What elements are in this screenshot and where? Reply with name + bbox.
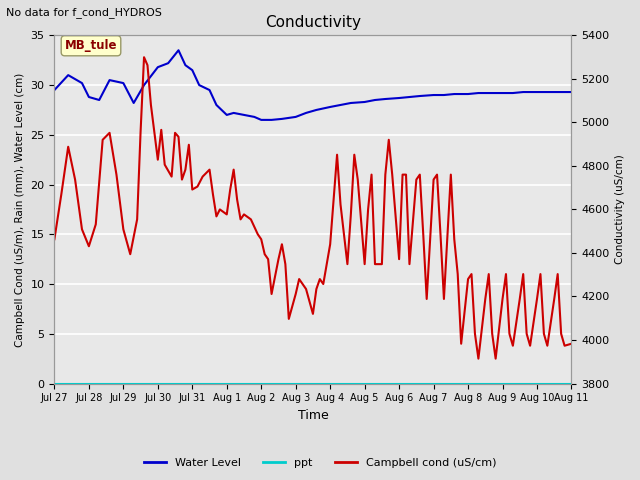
Text: MB_tule: MB_tule: [65, 39, 117, 52]
Legend: Water Level, ppt, Campbell cond (uS/cm): Water Level, ppt, Campbell cond (uS/cm): [140, 453, 500, 472]
Title: Conductivity: Conductivity: [265, 15, 361, 30]
Text: No data for f_cond_HYDROS: No data for f_cond_HYDROS: [6, 7, 163, 18]
Y-axis label: Conductivity (uS/cm): Conductivity (uS/cm): [615, 155, 625, 264]
Y-axis label: Campbell Cond (uS/m), Rain (mm), Water Level (cm): Campbell Cond (uS/m), Rain (mm), Water L…: [15, 72, 25, 347]
X-axis label: Time: Time: [298, 409, 328, 422]
